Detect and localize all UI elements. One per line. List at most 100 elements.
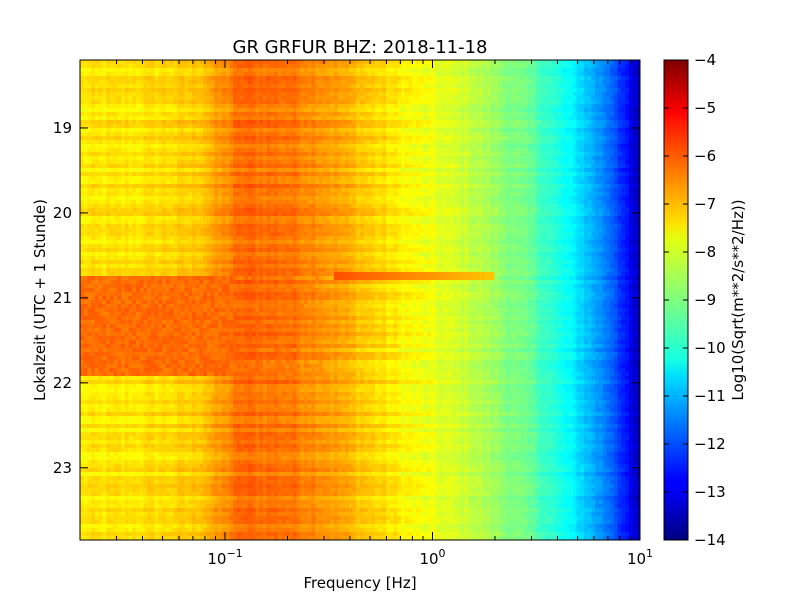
spectrogram-cell (337, 140, 342, 145)
spectrogram-cell (315, 116, 320, 121)
spectrogram-cell (109, 148, 115, 153)
spectrogram-cell (453, 84, 458, 89)
spectrogram-cell (382, 112, 387, 117)
spectrogram-cell (218, 188, 223, 193)
spectrogram-cell (408, 64, 413, 69)
spectrogram-cell (337, 132, 342, 137)
spectrogram-cell (419, 60, 425, 65)
spectrogram-cell (557, 72, 563, 77)
spectrogram-cell (501, 160, 507, 165)
spectrogram-cell (225, 88, 230, 93)
spectrogram-cell (464, 128, 469, 133)
spectrogram-cell (374, 160, 380, 165)
spectrogram-cell (341, 104, 346, 109)
spectrogram-cell (498, 104, 503, 109)
spectrogram-cell (363, 96, 369, 101)
spectrogram-cell (173, 140, 178, 145)
spectrogram-cell (162, 92, 167, 97)
spectrogram-cell (210, 80, 215, 85)
spectrogram-cell (520, 112, 525, 117)
spectrogram-cell (565, 168, 570, 173)
spectrogram-cell (206, 180, 212, 185)
spectrogram-cell (143, 108, 148, 113)
spectrogram-cell (505, 176, 510, 181)
spectrogram-cell (348, 188, 354, 193)
spectrogram-cell (337, 124, 342, 129)
spectrogram-cell (139, 160, 145, 165)
spectrogram-cell (192, 112, 197, 117)
spectrogram-cell (165, 136, 171, 141)
spectrogram-cell (262, 100, 268, 105)
spectrogram-cell (326, 180, 331, 185)
spectrogram-cell (404, 148, 410, 153)
spectrogram-cell (180, 168, 186, 173)
spectrogram-cell (460, 68, 466, 73)
spectrogram-cell (210, 72, 215, 77)
spectrogram-cell (259, 184, 264, 189)
spectrogram-cell (528, 184, 533, 189)
spectrogram-cell (162, 172, 167, 177)
spectrogram-cell (218, 140, 223, 145)
spectrogram-cell (632, 64, 637, 69)
spectrogram-cell (501, 84, 507, 89)
spectrogram-cell (318, 80, 324, 85)
spectrogram-cell (147, 68, 152, 73)
spectrogram-cell (165, 116, 171, 121)
spectrogram-cell (330, 184, 335, 189)
spectrogram-cell (360, 148, 365, 153)
spectrogram-cell (367, 140, 372, 145)
spectrogram-cell (438, 176, 443, 181)
spectrogram-cell (602, 80, 607, 85)
spectrogram-cell (266, 80, 271, 85)
spectrogram-cell (427, 100, 432, 105)
spectrogram-cell (479, 152, 484, 157)
spectrogram-cell (397, 112, 402, 117)
spectrogram-cell (382, 144, 387, 149)
spectrogram-cell (251, 164, 257, 169)
spectrogram-cell (374, 80, 380, 85)
spectrogram-cell (628, 68, 634, 73)
spectrogram-cell (233, 76, 238, 81)
spectrogram-cell (572, 180, 578, 185)
spectrogram-cell (221, 152, 227, 157)
spectrogram-cell (341, 140, 346, 145)
spectrogram-cell (109, 176, 115, 181)
spectrogram-cell (102, 128, 107, 133)
spectrogram-cell (83, 96, 89, 101)
spectrogram-cell (453, 100, 458, 105)
spectrogram-cell (91, 72, 96, 77)
spectrogram-cell (445, 128, 451, 133)
spectrogram-cell (520, 172, 525, 177)
spectrogram-cell (98, 112, 103, 117)
spectrogram-cell (621, 72, 626, 77)
spectrogram-cell (628, 104, 634, 109)
spectrogram-cell (229, 192, 234, 197)
spectrogram-cell (595, 96, 600, 101)
spectrogram-cell (378, 88, 383, 93)
spectrogram-cell (419, 80, 425, 85)
spectrogram-cell (625, 88, 630, 93)
spectrogram-cell (251, 68, 257, 73)
spectrogram-cell (457, 156, 462, 161)
spectrogram-cell (203, 184, 208, 189)
spectrogram-cell (520, 160, 525, 165)
spectrogram-cell (341, 168, 346, 173)
spectrogram-cell (143, 88, 148, 93)
spectrogram-cell (296, 176, 301, 181)
spectrogram-cell (304, 68, 309, 73)
spectrogram-cell (486, 96, 492, 101)
spectrogram-cell (147, 188, 152, 193)
spectrogram-cell (277, 92, 283, 97)
spectrogram-cell (363, 88, 369, 93)
spectrogram-cell (304, 188, 309, 193)
spectrogram-cell (154, 60, 159, 65)
spectrogram-cell (520, 76, 525, 81)
spectrogram-cell (371, 92, 376, 97)
spectrogram-cell (262, 96, 268, 101)
spectrogram-cell (490, 188, 495, 193)
spectrogram-cell (296, 140, 301, 145)
spectrogram-cell (83, 148, 89, 153)
spectrogram-cell (445, 80, 451, 85)
spectrogram-cell (513, 132, 518, 137)
spectrogram-cell (550, 116, 555, 121)
